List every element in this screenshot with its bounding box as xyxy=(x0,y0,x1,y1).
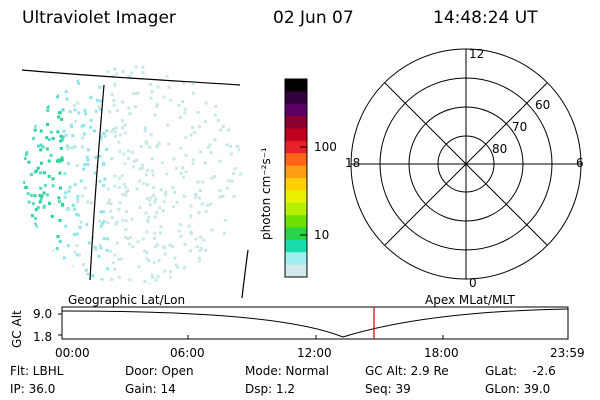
timeline-x-tick: 00:00 xyxy=(55,346,90,360)
timeline-y-tick-low: 1.8 xyxy=(33,330,53,344)
colorbar-cell xyxy=(285,116,307,129)
colorbar-cell xyxy=(285,215,307,228)
colorbar-cell xyxy=(285,252,307,266)
timeline-right-label: Apex MLat/MLT xyxy=(425,293,515,307)
status-seq: Seq: 39 xyxy=(365,382,411,396)
status-glon: GLon: 39.0 xyxy=(485,382,551,396)
colorbar-cell xyxy=(285,79,307,92)
colorbar-cell xyxy=(285,153,307,167)
colorbar-unit-label: photon cm⁻²s⁻¹ xyxy=(259,147,273,240)
polar-lat-80: 80 xyxy=(492,142,508,156)
colorbar-cell xyxy=(285,190,307,204)
timeline-plot xyxy=(58,306,569,340)
time-label: 14:48:24 UT xyxy=(433,8,538,28)
polar-lat-60: 60 xyxy=(535,98,551,112)
colorbar-cell xyxy=(285,140,307,154)
longitude-line xyxy=(89,84,105,281)
timeline-y-axis-label: GC Alt xyxy=(10,310,24,348)
longitude-line-right xyxy=(241,249,249,299)
uv-emission-dots xyxy=(23,65,243,285)
polar-lat-70: 70 xyxy=(512,120,528,134)
colorbar-cell xyxy=(285,264,307,278)
polar-label-0: 0 xyxy=(469,276,477,290)
timeline-x-tick: 12:00 xyxy=(297,346,332,360)
timeline-left-label: Geographic Lat/Lon xyxy=(68,293,186,307)
polar-label-6: 6 xyxy=(576,156,584,170)
colorbar-cell xyxy=(285,103,307,117)
colorbar-cell xyxy=(285,202,307,216)
latitude-line xyxy=(21,69,241,86)
earth-disk-image xyxy=(21,65,249,299)
colorbar-cell xyxy=(285,227,307,241)
timeline-x-tick: 18:00 xyxy=(424,346,459,360)
color-scale-bar xyxy=(284,78,308,278)
status-gc-alt: GC Alt: 2.9 Re xyxy=(365,364,449,378)
altitude-curve xyxy=(61,308,569,338)
status-glat: GLat: -2.6 xyxy=(485,364,556,378)
date-label: 02 Jun 07 xyxy=(273,8,354,28)
colorbar-cell xyxy=(285,128,307,142)
status-flt: Flt: LBHL xyxy=(10,364,64,378)
status-ip: IP: 36.0 xyxy=(10,382,56,396)
timeline-x-tick: 23:59 xyxy=(550,346,585,360)
instrument-title: Ultraviolet Imager xyxy=(22,8,176,28)
colorbar-cell xyxy=(285,165,307,179)
timeline-x-tick: 06:00 xyxy=(170,346,205,360)
timeline-y-tick-high: 9.0 xyxy=(33,307,53,321)
colorbar-cell xyxy=(285,239,307,253)
status-door: Door: Open xyxy=(125,364,194,378)
status-gain: Gain: 14 xyxy=(125,382,176,396)
status-mode: Mode: Normal xyxy=(245,364,329,378)
colorbar-tick-100: 100 xyxy=(314,140,337,154)
colorbar-tick-10: 10 xyxy=(314,228,330,242)
polar-label-12: 12 xyxy=(469,47,485,61)
polar-label-18: 18 xyxy=(345,156,361,170)
colorbar-cell xyxy=(285,178,307,191)
polar-plot xyxy=(350,48,582,280)
status-dsp: Dsp: 1.2 xyxy=(245,382,296,396)
colorbar-cell xyxy=(285,91,307,105)
